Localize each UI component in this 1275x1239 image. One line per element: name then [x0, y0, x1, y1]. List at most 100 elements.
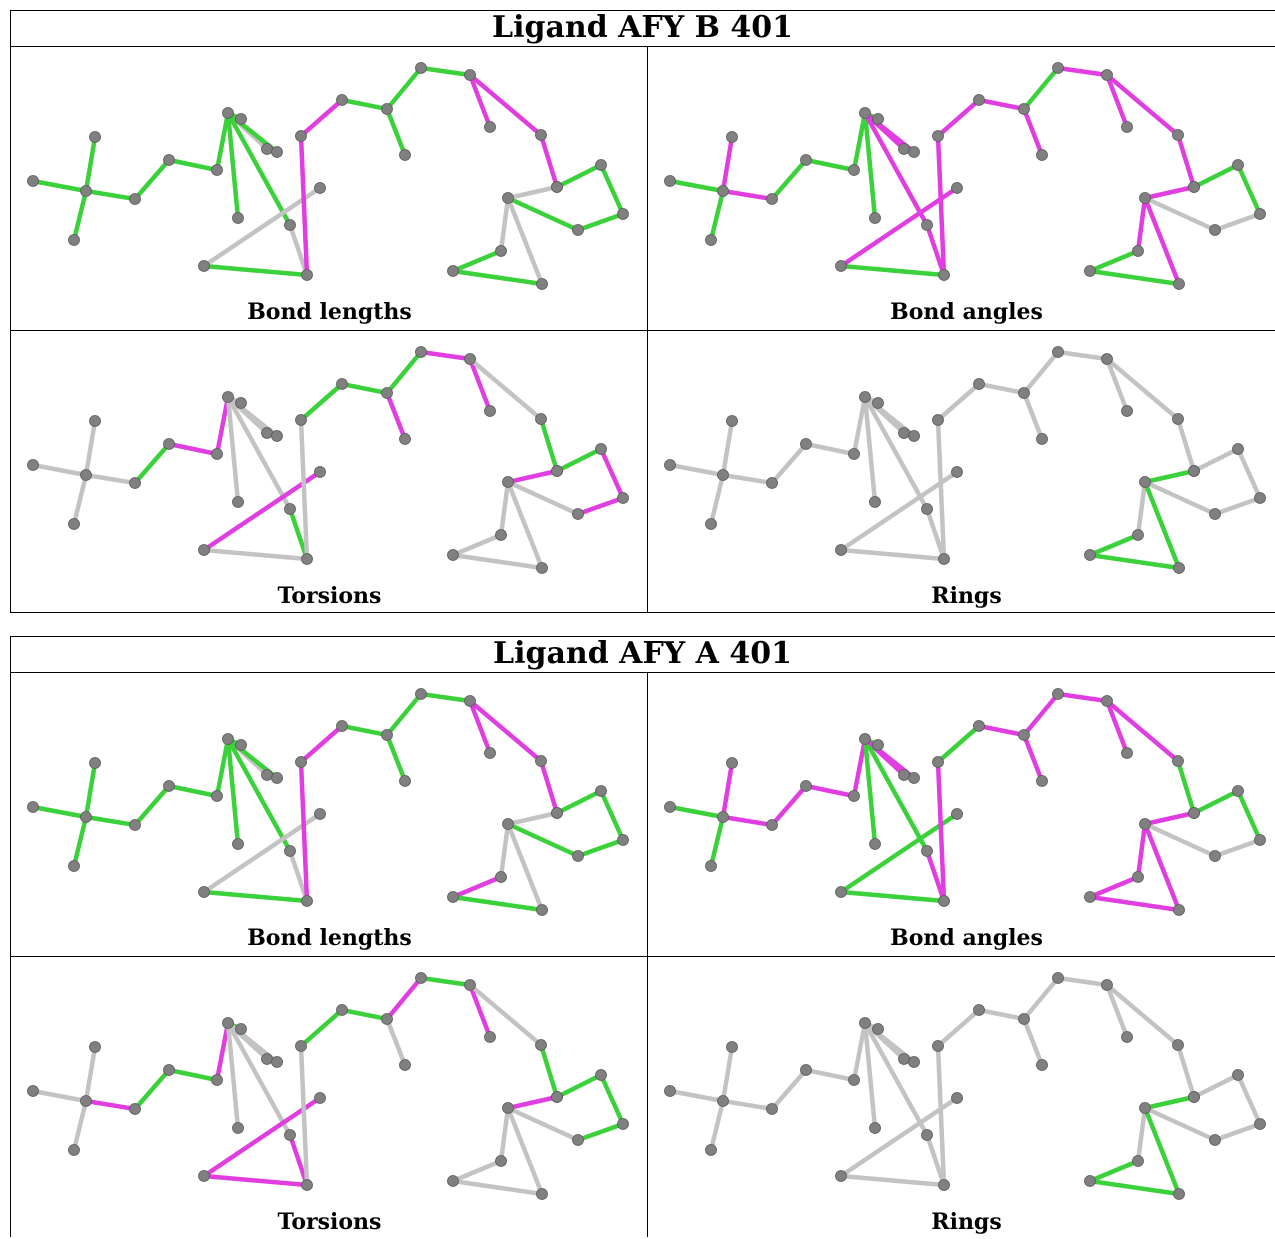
- bond-3: [720, 472, 775, 486]
- bond-27: [1087, 552, 1182, 571]
- bond-5: [166, 157, 220, 173]
- atom-27: [1084, 549, 1096, 561]
- atom-26: [495, 1155, 507, 1167]
- bond-22: [1235, 788, 1263, 843]
- bond-20: [538, 416, 560, 474]
- atom-13: [314, 182, 326, 194]
- bond-15: [976, 723, 1027, 738]
- ligand-title-b: Ligand AFY B 401: [492, 10, 793, 45]
- bond-26: [1087, 248, 1141, 274]
- atom-5: [163, 1064, 175, 1076]
- bond-15: [339, 381, 390, 396]
- bond-14: [935, 381, 982, 423]
- table-border-left: [10, 636, 11, 1237]
- atom-9: [869, 212, 881, 224]
- atom-32: [271, 1056, 283, 1068]
- atom-29: [551, 1091, 563, 1103]
- bond-19: [1104, 698, 1181, 764]
- atom-25: [502, 818, 514, 830]
- atom-2: [726, 415, 738, 427]
- bond-2: [708, 814, 726, 869]
- atom-9: [869, 496, 881, 508]
- atom-24: [1209, 224, 1221, 236]
- molecule-torsions: [27, 972, 629, 1200]
- bond-8: [862, 1020, 878, 1131]
- bond-25: [498, 195, 511, 254]
- atom-19: [1121, 1031, 1133, 1043]
- bond-0: [667, 462, 726, 478]
- atom-22: [1232, 1069, 1244, 1081]
- bond-28: [505, 479, 545, 571]
- bond-29: [1142, 1094, 1197, 1111]
- atom-3: [68, 860, 80, 872]
- bond-10: [287, 848, 310, 904]
- atom-24: [572, 1134, 584, 1146]
- bond-29: [505, 1094, 560, 1111]
- bond-4: [769, 783, 809, 828]
- atom-26: [1132, 871, 1144, 883]
- bond-24: [505, 821, 581, 859]
- atom-19: [484, 1031, 496, 1043]
- panel-label-bond-lengths: Bond lengths: [247, 299, 412, 325]
- bonds-group: [667, 349, 1263, 571]
- bond-28: [1142, 821, 1182, 913]
- atom-7: [222, 391, 234, 403]
- bond-13: [935, 759, 947, 904]
- ligand-table-a: Ligand AFY A 401 Bond lengths Bond angle…: [10, 636, 1275, 1237]
- bond-12: [838, 811, 960, 895]
- bond-1: [83, 760, 98, 820]
- atom-31: [872, 1023, 884, 1035]
- atom-29: [551, 181, 563, 193]
- bond-17: [418, 349, 473, 362]
- atom-27: [447, 1175, 459, 1187]
- atoms-group: [27, 972, 629, 1200]
- bond-18: [467, 982, 493, 1040]
- bonds-group: [30, 975, 626, 1197]
- atom-3: [68, 234, 80, 246]
- bond-2: [708, 188, 726, 243]
- bond-11: [201, 889, 310, 904]
- atom-19: [1121, 405, 1133, 417]
- atom-12: [198, 886, 210, 898]
- bond-3: [83, 188, 138, 202]
- bond-21: [554, 1072, 604, 1100]
- bond-9: [862, 736, 930, 854]
- atom-7: [222, 733, 234, 745]
- molecule-rings: [664, 346, 1266, 574]
- atom-4: [766, 1103, 778, 1115]
- bond-extra-0: [1021, 1016, 1045, 1068]
- table-border-top: [10, 636, 1275, 637]
- atom-4: [129, 819, 141, 831]
- atom-27: [1084, 891, 1096, 903]
- atom-5: [163, 154, 175, 166]
- atom-28: [1173, 562, 1185, 574]
- atom-13: [951, 1092, 963, 1104]
- atom-4: [766, 477, 778, 489]
- bond-22: [598, 1072, 626, 1127]
- bond-9: [862, 110, 930, 228]
- bond-28: [505, 195, 545, 287]
- column-divider: [647, 672, 648, 1237]
- atom-18: [1101, 979, 1113, 991]
- atom-24: [572, 224, 584, 236]
- bond-12: [201, 811, 323, 895]
- atom-30: [399, 433, 411, 445]
- atom-31: [872, 397, 884, 409]
- bond-3: [720, 1098, 775, 1112]
- bond-12: [838, 469, 960, 553]
- bond-12: [838, 1095, 960, 1179]
- atom-23: [1254, 834, 1266, 846]
- atom-30: [399, 1059, 411, 1071]
- atom-29: [1188, 181, 1200, 193]
- panel-torsions: Torsions: [11, 331, 648, 613]
- panel-bond-lengths: Bond lengths: [11, 47, 648, 329]
- atom-26: [495, 871, 507, 883]
- bond-23: [1212, 495, 1263, 517]
- bond-6: [851, 110, 868, 173]
- atom-22: [595, 785, 607, 797]
- atom-27: [1084, 1175, 1096, 1187]
- bond-12: [838, 185, 960, 269]
- bond-21: [554, 788, 604, 816]
- bond-5: [166, 441, 220, 457]
- atom-7: [859, 391, 871, 403]
